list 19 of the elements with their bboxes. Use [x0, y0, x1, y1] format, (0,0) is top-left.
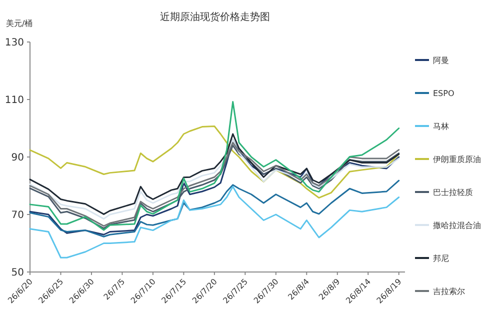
legend-label: 撒哈拉混合油: [433, 221, 481, 230]
legend-label: 巴士拉轻质: [433, 188, 473, 197]
legend-label: ESPO: [433, 89, 454, 98]
legend-label: 阿曼: [433, 56, 449, 65]
y-tick-label: 110: [4, 95, 24, 106]
legend-label: 马林: [433, 122, 449, 131]
chart-title: 近期原油现货价格走势图: [160, 11, 270, 23]
line-series: [29, 180, 400, 238]
y-axis-title: 美元/桶: [6, 19, 33, 28]
y-tick-label: 90: [11, 152, 24, 164]
y-tick-label: 50: [11, 268, 24, 278]
line-series: [29, 186, 400, 258]
legend-label: 吉拉索尔: [433, 287, 465, 296]
legend-label: 邦尼: [433, 254, 449, 263]
y-tick-label: 70: [11, 210, 24, 221]
y-tick-label: 130: [4, 38, 24, 48]
line-series: [29, 101, 400, 231]
legend-label: 伊朗重质原油: [433, 155, 481, 164]
line-series: [29, 125, 400, 199]
